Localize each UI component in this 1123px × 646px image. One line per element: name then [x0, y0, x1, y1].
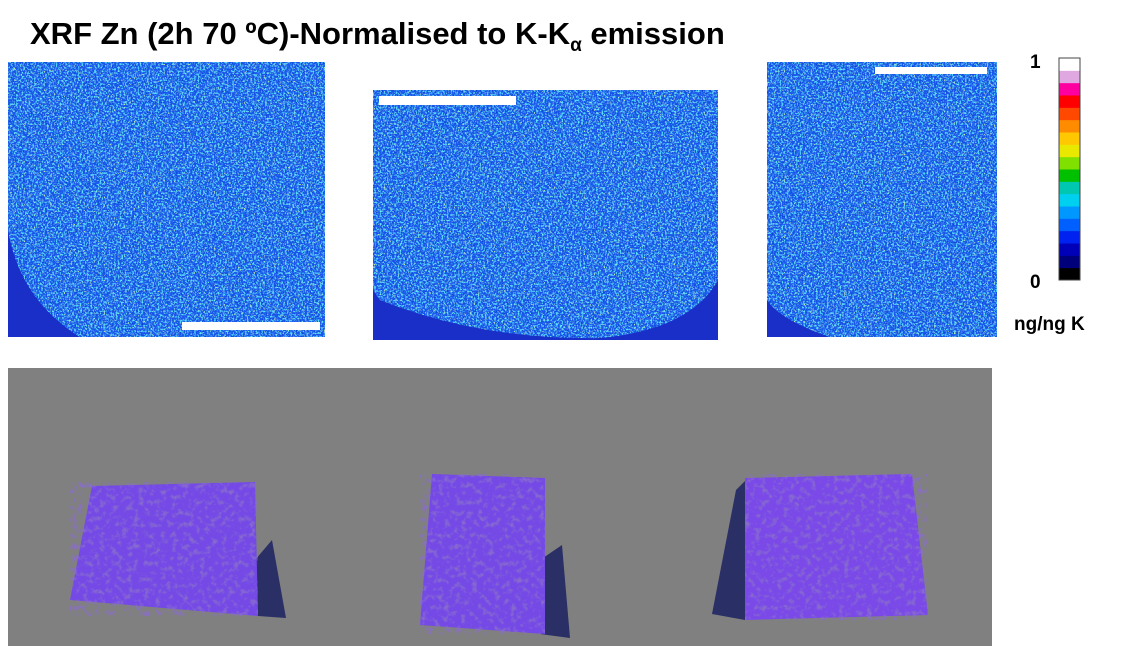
- colorbar-swatch: [1059, 132, 1080, 145]
- colorbar-swatch: [1059, 218, 1080, 232]
- scale-bar: [875, 67, 987, 74]
- colorbar-swatch: [1059, 70, 1080, 84]
- surface-side: [540, 545, 570, 638]
- colorbar-swatch: [1059, 119, 1080, 133]
- colorbar-frame: [1058, 57, 1081, 281]
- scale-bar: [379, 96, 516, 105]
- surface-side: [255, 540, 286, 618]
- colorbar-swatch: [1059, 243, 1080, 256]
- colorbar-swatch: [1059, 107, 1080, 121]
- surface-plot: [70, 482, 258, 616]
- title-subscript: α: [570, 35, 582, 56]
- surface-side: [712, 478, 748, 620]
- surface-plot: [745, 474, 928, 620]
- colorbar-swatch: [1059, 144, 1080, 158]
- surface-plot: [420, 474, 545, 634]
- xrf-map: [767, 62, 997, 337]
- colorbar-swatch: [1059, 95, 1080, 108]
- colorbar-swatch: [1059, 169, 1080, 182]
- title-tail: emission: [582, 16, 725, 51]
- figure-title: XRF Zn (2h 70 ºC)-Normalised to K-Kα emi…: [30, 16, 725, 56]
- colorbar-swatch: [1059, 230, 1080, 244]
- colorbar-swatch: [1059, 82, 1080, 96]
- colorbar-swatch: [1059, 156, 1080, 170]
- colorbar: [1059, 58, 1080, 281]
- xrf-map: [8, 62, 325, 337]
- scale-bar: [182, 322, 320, 330]
- colorbar-swatch: [1059, 181, 1080, 195]
- colorbar-swatch: [1059, 267, 1080, 281]
- colorbar-swatch: [1059, 58, 1080, 71]
- colorbar-unit: ng/ng K: [1014, 314, 1085, 335]
- colorbar-min: 0: [1030, 272, 1041, 293]
- title-main: XRF Zn (2h 70 ºC)-Normalised to K-K: [30, 16, 571, 51]
- colorbar-swatch: [1059, 193, 1080, 207]
- colorbar-max: 1: [1030, 52, 1041, 73]
- xrf-map: [373, 90, 718, 339]
- colorbar-swatch: [1059, 206, 1080, 219]
- colorbar-swatch: [1059, 255, 1080, 269]
